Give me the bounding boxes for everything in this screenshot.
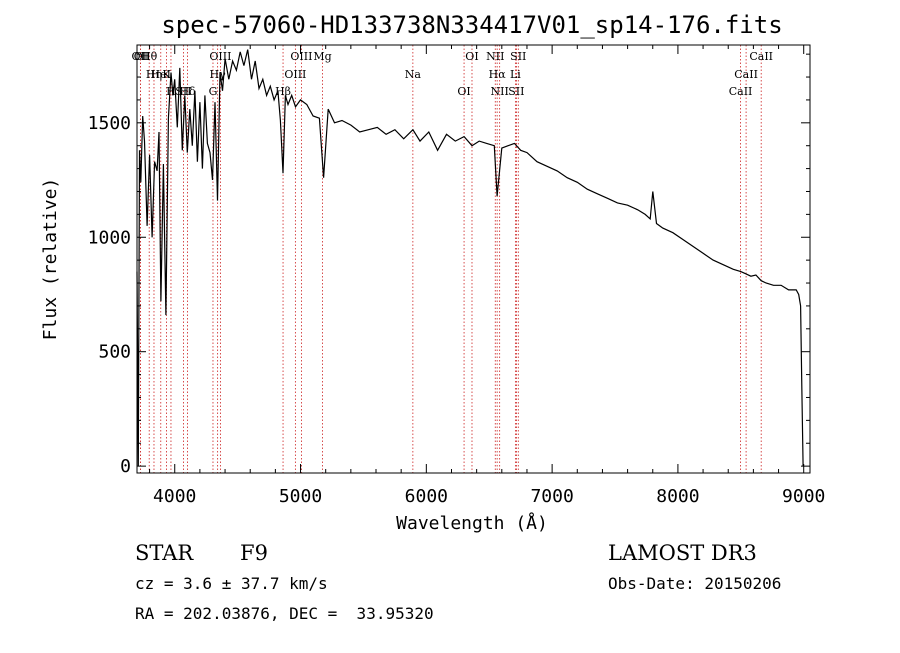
marker-label: Hδ: [179, 85, 196, 98]
y-axis-ticks: 0 500 1000 1500: [88, 53, 810, 477]
marker-label: H: [166, 85, 176, 98]
marker-label: K: [162, 68, 171, 81]
x-axis-label: Wavelength (Å): [396, 512, 548, 534]
marker-label: OIII: [290, 50, 312, 63]
marker-label: SII: [508, 85, 524, 98]
x-tick-label: 4000: [153, 486, 196, 507]
marker-label: Hα: [489, 68, 507, 81]
marker-label: OI: [457, 85, 470, 98]
marker-label: CaII: [729, 85, 753, 98]
y-tick-label: 1000: [88, 227, 131, 248]
marker-label: HeI: [151, 68, 171, 81]
marker-label: OIII: [284, 68, 306, 81]
survey-name: LAMOST DR3: [608, 541, 757, 565]
marker-label: Hγ: [210, 68, 227, 81]
y-axis-label: Flux (relative): [40, 178, 61, 341]
marker-label: OII: [132, 50, 150, 63]
chart-title: spec-57060-HD133738N334417V01_sp14-176.f…: [161, 11, 782, 39]
marker-label: NII: [486, 50, 504, 63]
marker-label: OIII: [209, 50, 231, 63]
x-tick-label: 7000: [530, 486, 573, 507]
marker-label: G: [209, 85, 218, 98]
y-tick-label: 1500: [88, 113, 131, 134]
marker-label: CaII: [749, 50, 773, 63]
marker-label: OI: [465, 50, 478, 63]
marker-label: SII: [175, 85, 191, 98]
observation-date: Obs-Date: 20150206: [608, 574, 781, 593]
marker-label: CaII: [734, 68, 758, 81]
marker-label: Na: [405, 68, 422, 81]
marker-label: Hθ: [141, 50, 158, 63]
marker-label: Hη: [146, 68, 162, 81]
y-tick-label: 0: [120, 456, 131, 477]
x-axis-ticks: 4000 5000 6000 7000 8000 9000: [149, 45, 825, 507]
x-tick-label: 6000: [405, 486, 448, 507]
marker-label: NII: [491, 85, 509, 98]
marker-label: Mg: [313, 50, 331, 63]
marker-label: Hβ: [275, 85, 291, 98]
x-tick-label: 8000: [656, 486, 699, 507]
object-type: STAR: [135, 541, 194, 565]
coordinates-readout: RA = 202.03876, DEC = 33.95320: [135, 604, 434, 623]
marker-label: Li: [510, 68, 521, 81]
x-tick-label: 5000: [279, 486, 322, 507]
marker-label: SII: [510, 50, 526, 63]
spectral-subclass: F9: [240, 541, 268, 565]
spectrum-series-line: [136, 49, 804, 467]
plot-frame: [136, 44, 811, 474]
redshift-readout: cz = 3.6 ± 37.7 km/s: [135, 574, 328, 593]
x-tick-label: 9000: [782, 486, 825, 507]
y-tick-label: 500: [98, 342, 131, 363]
line-markers: [139, 45, 762, 473]
